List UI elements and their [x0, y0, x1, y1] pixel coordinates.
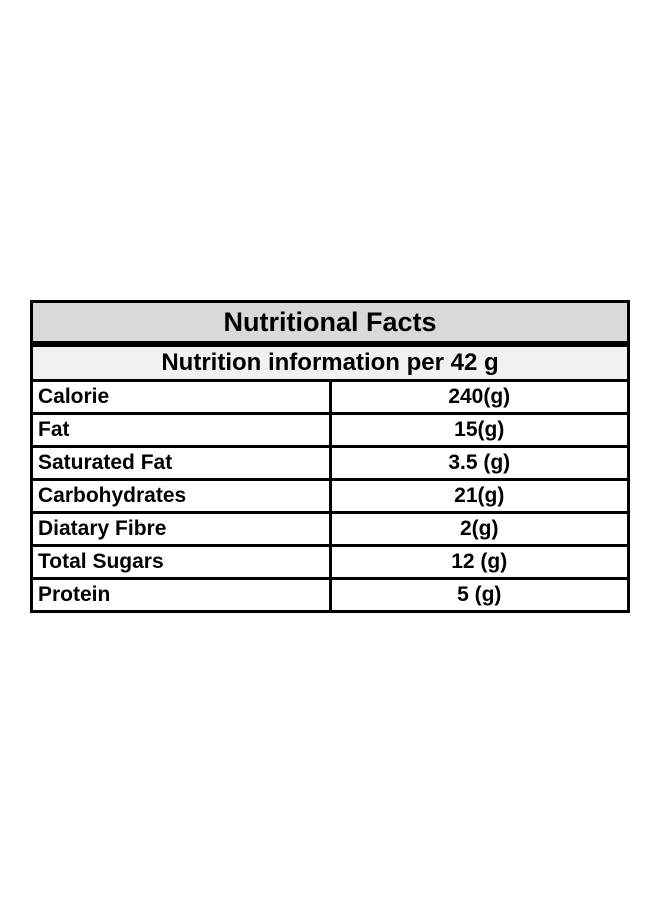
- table-row: Fat 15(g): [30, 412, 630, 448]
- table-title: Nutritional Facts: [30, 300, 630, 347]
- table-subtitle-row: Nutrition information per 42 g: [30, 342, 630, 382]
- nutrient-value: 2(g): [328, 511, 630, 547]
- nutrient-label: Saturated Fat: [30, 445, 332, 481]
- nutrient-label: Carbohydrates: [30, 478, 332, 514]
- nutrient-value: 240(g): [328, 379, 630, 415]
- nutrient-value: 15(g): [328, 412, 630, 448]
- nutrient-value: 5 (g): [328, 577, 630, 613]
- table-row: Total Sugars 12 (g): [30, 544, 630, 580]
- nutrient-value: 3.5 (g): [328, 445, 630, 481]
- table-subtitle: Nutrition information per 42 g: [30, 342, 630, 382]
- nutrient-label: Protein: [30, 577, 332, 613]
- nutrition-facts-table: Nutritional Facts Nutrition information …: [30, 300, 630, 613]
- nutrient-label: Fat: [30, 412, 332, 448]
- table-row: Diatary Fibre 2(g): [30, 511, 630, 547]
- table-row: Protein 5 (g): [30, 577, 630, 613]
- table-row: Carbohydrates 21(g): [30, 478, 630, 514]
- table-row: Calorie 240(g): [30, 379, 630, 415]
- nutrient-label: Calorie: [30, 379, 332, 415]
- nutrient-label: Total Sugars: [30, 544, 332, 580]
- nutrient-value: 12 (g): [328, 544, 630, 580]
- nutrient-label: Diatary Fibre: [30, 511, 332, 547]
- table-title-row: Nutritional Facts: [30, 300, 630, 347]
- table-row: Saturated Fat 3.5 (g): [30, 445, 630, 481]
- nutrient-value: 21(g): [328, 478, 630, 514]
